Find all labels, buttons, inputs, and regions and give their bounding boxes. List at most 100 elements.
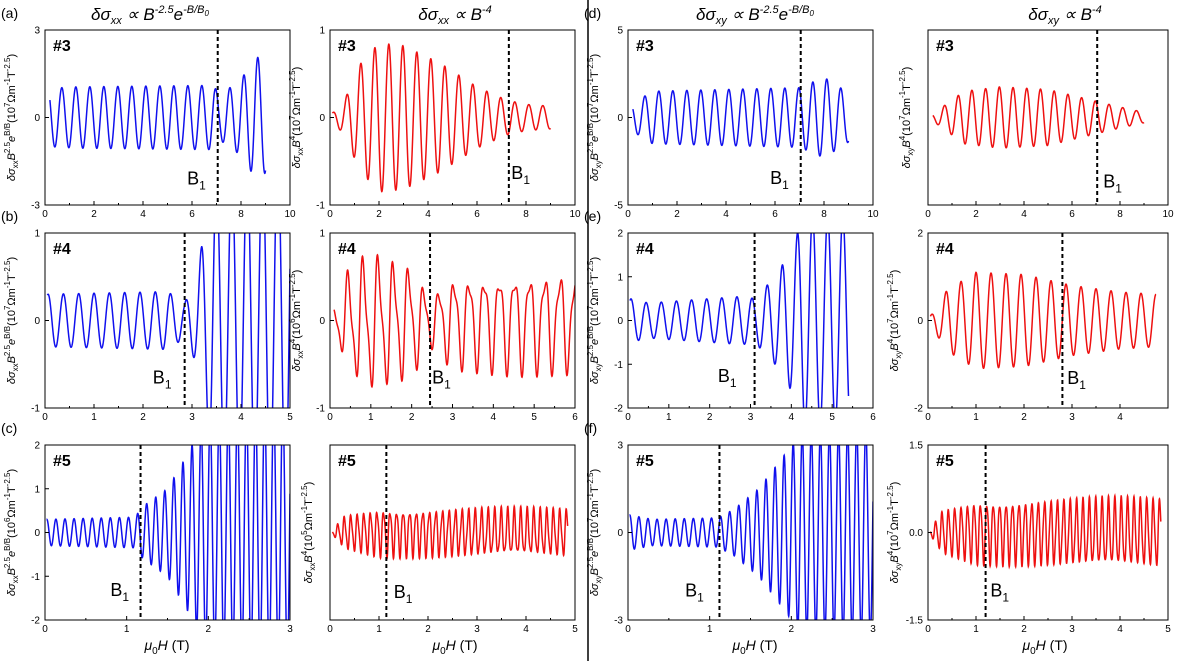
y-tick-label: -2	[31, 616, 40, 627]
sample-label: #5	[338, 453, 356, 470]
b1-marker-label: B1	[511, 163, 530, 187]
y-axis-label: δσxxB2.5eB/B(107Ωm-1T-2.5)	[3, 54, 20, 181]
y-tick-label: 3	[617, 441, 623, 452]
y-tick-label: 5	[617, 26, 623, 37]
x-tick-label: 4	[723, 209, 729, 220]
chart-d-right: 0 2 4 6 8 10 B1 #3 δσxyB4(107Ωm-1T-2.5)	[898, 29, 1174, 220]
x-tick-label: 8	[523, 209, 529, 220]
x-tick-label: 5	[1165, 624, 1171, 635]
x-tick-label: 6	[870, 412, 876, 423]
x-tick-label: 4	[1117, 412, 1123, 423]
x-axis-label: μ0H (T)	[1021, 637, 1067, 657]
series-line-b-left	[46, 233, 290, 408]
x-tick-label: 4	[1117, 624, 1123, 635]
y-tick-label: 1	[617, 272, 623, 283]
x-tick-label: 5	[531, 412, 537, 423]
b1-marker-label: B1	[110, 580, 129, 604]
x-tick-label: 4	[523, 624, 529, 635]
panel-letter: (c)	[1, 420, 17, 436]
sample-label: #5	[636, 453, 654, 470]
b1-marker-label: B1	[770, 168, 789, 192]
y-tick-label: -1	[316, 404, 325, 415]
y-axis-label: δσxyB4(107Ωm-1T-2.5)	[898, 67, 915, 169]
y-axis-label: δσxxB2.5eB/B(107Ωm-1T-2.5)	[3, 257, 20, 384]
x-tick-label: 1	[707, 624, 713, 635]
x-tick-label: 4	[1021, 209, 1027, 220]
x-tick-label: 5	[829, 412, 835, 423]
x-axis-label: μ0H (T)	[143, 637, 189, 657]
b1-marker-label: B1	[153, 368, 172, 392]
chart-f-left: 0 1 2 3-303B1#5(f)δσxyB2.5eB/B(107Ωm-1T-2.5…	[584, 420, 876, 635]
x-tick-label: 2	[140, 412, 146, 423]
x-tick-label: 1	[973, 412, 979, 423]
column-header-h-sxx-b4: δσxx ∝ B-4	[418, 4, 491, 27]
y-axis-label: δσxxB4(105Ωm-1T-2.5)	[300, 482, 317, 584]
y-tick-label: 1	[319, 26, 325, 37]
x-tick-label: 0	[625, 209, 631, 220]
y-axis-label: δσxyB4(107Ωm-1T-2.5)	[886, 270, 903, 372]
x-tick-label: 3	[189, 412, 195, 423]
series-line-f-right	[929, 492, 1162, 570]
x-tick-label: 8	[1117, 209, 1123, 220]
x-tick-label: 2	[376, 209, 382, 220]
sample-label: #4	[338, 241, 356, 258]
y-tick-label: 1.5	[909, 441, 923, 452]
x-tick-label: 0	[42, 412, 48, 423]
chart-d-left: 0 2 4 6 8 10-505B1#3(d)δσxyB2.5eB/B(107Ωm-1T-…	[584, 5, 879, 220]
x-tick-label: 3	[870, 624, 876, 635]
y-tick-label: -3	[614, 616, 623, 627]
series-line-e-left	[629, 233, 850, 408]
y-tick-label: -2	[614, 404, 623, 415]
y-tick-label: 0.0	[909, 528, 923, 539]
sample-label: #4	[53, 241, 71, 258]
y-axis-label: δσxyB2.5eB/B(107Ωm-1T-2.5)	[586, 469, 603, 596]
y-tick-label: 1	[319, 229, 325, 240]
x-tick-label: 2	[674, 209, 680, 220]
x-tick-label: 8	[821, 209, 827, 220]
y-tick-label: -1	[316, 201, 325, 212]
x-tick-label: 2	[1021, 624, 1027, 635]
x-tick-label: 0	[327, 412, 333, 423]
series-line-d-right	[932, 86, 1145, 149]
series-line-c-left	[46, 445, 290, 620]
y-tick-label: 1	[34, 229, 40, 240]
b1-marker-label: B1	[718, 366, 737, 390]
plot-frame	[927, 29, 1169, 206]
x-tick-label: 5	[287, 412, 293, 423]
panel-letter: (f)	[584, 420, 597, 436]
x-tick-label: 3	[1069, 412, 1075, 423]
x-tick-label: 4	[425, 209, 431, 220]
chart-c-right: 0 1 2 3 4 5 B1 #5 δσxxB4(105Ωm-1T-2.5)	[300, 444, 578, 635]
x-tick-label: 0	[625, 624, 631, 635]
x-tick-label: 3	[450, 412, 456, 423]
y-tick-label: 2	[917, 229, 923, 240]
x-tick-label: 6	[1069, 209, 1075, 220]
chart-b-left: 0 1 2 3 4 5-101B1#4(b)δσxxB2.5eB/B(107Ωm-1T-2…	[1, 208, 293, 423]
x-tick-label: 1	[91, 412, 97, 423]
series-line-c-right	[331, 503, 569, 562]
chart-e-left: 0 1 2 3 4 5 6 -2 -1 0 1 2 B1 #4 (e) δσxyB2.5eB/B(107Ωm-…	[584, 208, 876, 423]
x-tick-label: 10	[569, 209, 581, 220]
x-tick-label: 3	[287, 624, 293, 635]
x-tick-label: 3	[1069, 624, 1075, 635]
y-axis-label: δσxxB2.5eB/B(106Ωm-1T-2.5)	[3, 469, 20, 596]
x-tick-label: 0	[327, 624, 333, 635]
y-axis-label: δσxyB4(107Ωm-1T-2.5)	[886, 482, 903, 584]
y-tick-label: 0	[34, 528, 40, 539]
panel-letter: (a)	[1, 5, 18, 21]
x-axis-label: μ0H (T)	[731, 637, 777, 657]
x-tick-label: 2	[206, 624, 212, 635]
y-tick-label: 1	[34, 484, 40, 495]
y-tick-label: 0	[617, 528, 623, 539]
series-line-a-right	[331, 43, 552, 193]
y-tick-label: -1	[614, 360, 623, 371]
x-tick-label: 0	[925, 209, 931, 220]
series-line-e-right	[929, 271, 1157, 370]
x-tick-label: 0	[925, 624, 931, 635]
plot-frame	[329, 29, 576, 206]
y-tick-label: -2	[914, 404, 923, 415]
sample-label: #3	[936, 38, 954, 55]
x-tick-label: 10	[284, 209, 296, 220]
